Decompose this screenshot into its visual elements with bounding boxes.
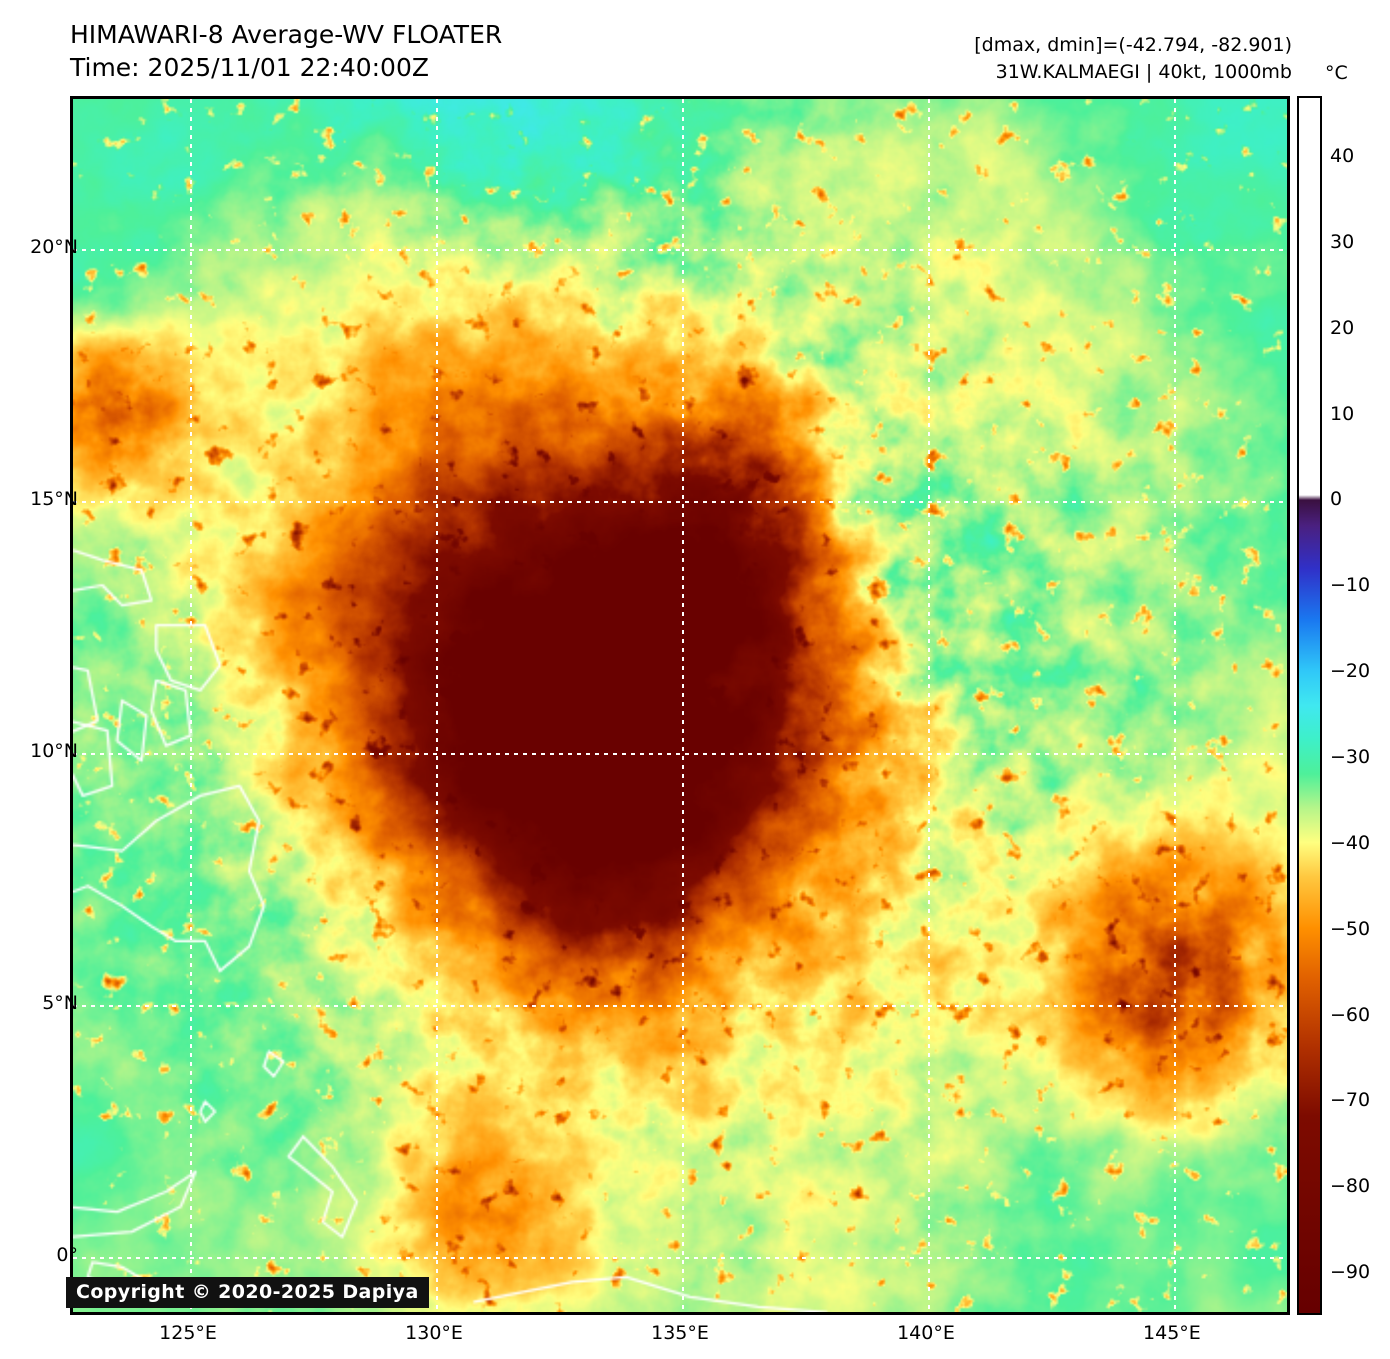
colorbar-tick-label: 10 bbox=[1330, 402, 1355, 425]
y-axis-tick-label: 0° bbox=[56, 1243, 78, 1266]
y-axis-tick-label: 5°N bbox=[42, 991, 78, 1014]
colorbar-unit-label: °C bbox=[1325, 62, 1348, 84]
copyright-watermark: Copyright © 2020-2025 Dapiya bbox=[66, 1277, 429, 1308]
colorbar-tick-label: −20 bbox=[1330, 660, 1371, 683]
storm-info-label: 31W.KALMAEGI | 40kt, 1000mb bbox=[995, 61, 1292, 83]
title-block: HIMAWARI-8 Average-WV FLOATER Time: 2025… bbox=[70, 18, 502, 84]
colorbar-tick-label: −40 bbox=[1330, 831, 1371, 854]
y-axis-tick-label: 15°N bbox=[30, 487, 78, 510]
colorbar-tick-label: 20 bbox=[1330, 316, 1355, 339]
y-axis-tick-label: 20°N bbox=[30, 236, 78, 259]
colorbar-tick-label: −90 bbox=[1330, 1261, 1371, 1284]
x-axis-tick-label: 130°E bbox=[405, 1322, 463, 1344]
colorbar-tick-label: 40 bbox=[1330, 145, 1355, 168]
colorbar-tick-label: 0 bbox=[1330, 488, 1343, 511]
colorbar-tick-label: −30 bbox=[1330, 746, 1371, 768]
y-axis-tick-label: 10°N bbox=[30, 739, 78, 762]
x-axis-tick-label: 145°E bbox=[1143, 1322, 1201, 1344]
x-axis-tick-label: 125°E bbox=[159, 1322, 217, 1344]
colorbar-tick-label: −80 bbox=[1330, 1175, 1371, 1198]
page-title: HIMAWARI-8 Average-WV FLOATER bbox=[70, 20, 503, 49]
satellite-image-plot bbox=[70, 96, 1290, 1315]
colorbar-gradient bbox=[1299, 98, 1320, 1313]
timestamp-label: Time: 2025/11/01 22:40:00Z bbox=[70, 53, 429, 82]
x-axis-tick-label: 140°E bbox=[897, 1322, 955, 1344]
colorbar-tick-label: −50 bbox=[1330, 917, 1371, 940]
satellite-imagery-canvas bbox=[73, 99, 1287, 1312]
colorbar-tick-label: −60 bbox=[1330, 1003, 1371, 1026]
dmax-dmin-label: [dmax, dmin]=(-42.794, -82.901) bbox=[974, 34, 1292, 56]
colorbar-tick-label: −70 bbox=[1330, 1089, 1371, 1112]
metadata-block: [dmax, dmin]=(-42.794, -82.901) 31W.KALM… bbox=[974, 32, 1292, 86]
colorbar bbox=[1297, 96, 1322, 1315]
colorbar-tick-label: −10 bbox=[1330, 574, 1371, 597]
x-axis-tick-label: 135°E bbox=[651, 1322, 709, 1344]
colorbar-tick-label: 30 bbox=[1330, 230, 1355, 253]
